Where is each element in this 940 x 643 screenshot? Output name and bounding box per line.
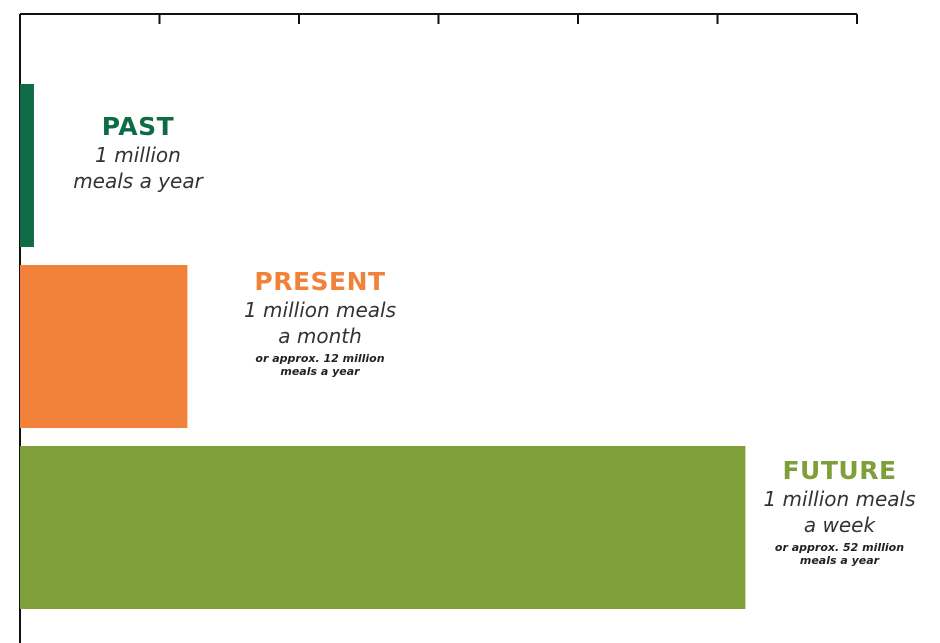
label-future-rate: 1 million meals a week bbox=[763, 486, 916, 537]
label-present-rate: 1 million meals a month bbox=[243, 297, 397, 348]
label-present: PRESENT 1 million meals a month or appro… bbox=[220, 267, 420, 378]
bar-future bbox=[20, 446, 746, 609]
label-future-note: or approx. 52 million meals a year bbox=[774, 540, 905, 567]
label-future: FUTURE 1 million meals a week or approx.… bbox=[747, 456, 932, 567]
label-past: PAST 1 million meals a year bbox=[48, 112, 228, 194]
bar-present bbox=[20, 265, 188, 428]
chart-bars bbox=[20, 84, 746, 609]
label-future-name: FUTURE bbox=[782, 456, 897, 485]
label-past-name: PAST bbox=[101, 112, 175, 141]
label-present-note: or approx. 12 million meals a year bbox=[255, 351, 385, 378]
label-present-name: PRESENT bbox=[254, 267, 386, 296]
bar-past bbox=[20, 84, 34, 247]
label-past-rate: 1 million meals a year bbox=[73, 142, 203, 193]
